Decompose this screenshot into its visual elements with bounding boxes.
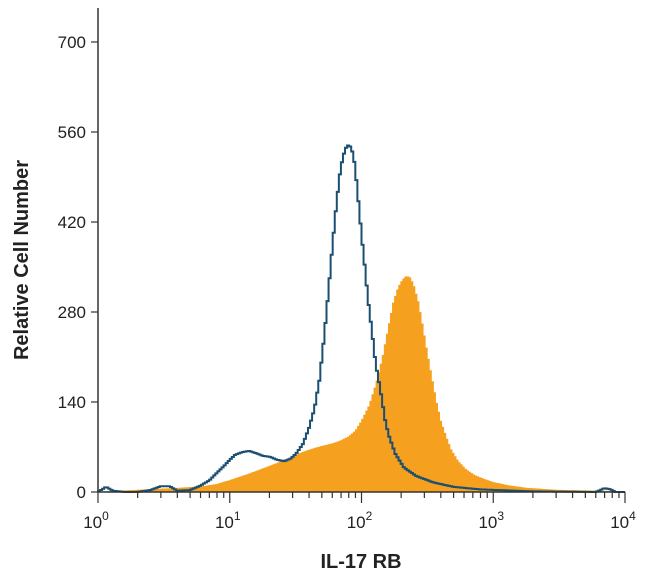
x-tick-label: 100 bbox=[83, 509, 109, 532]
y-tick-label: 560 bbox=[58, 123, 86, 142]
x-tick-label: 103 bbox=[478, 509, 504, 532]
x-ticks: 100 101 102 103 104 bbox=[83, 492, 636, 532]
x-tick-label: 102 bbox=[347, 509, 373, 532]
y-tick-label: 420 bbox=[58, 213, 86, 232]
y-ticks: 0 140 280 420 560 700 bbox=[58, 33, 98, 502]
series-filled-histogram bbox=[97, 276, 626, 493]
plot-series bbox=[97, 144, 626, 493]
x-tick-label: 104 bbox=[610, 509, 636, 532]
y-axis-title: Relative Cell Number bbox=[11, 160, 33, 360]
x-axis-title: IL-17 RB bbox=[320, 551, 401, 573]
y-tick-label: 700 bbox=[58, 33, 86, 52]
y-tick-label: 140 bbox=[58, 393, 86, 412]
y-tick-label: 280 bbox=[58, 303, 86, 322]
x-tick-label: 101 bbox=[215, 509, 241, 532]
y-tick-label: 0 bbox=[77, 483, 86, 502]
